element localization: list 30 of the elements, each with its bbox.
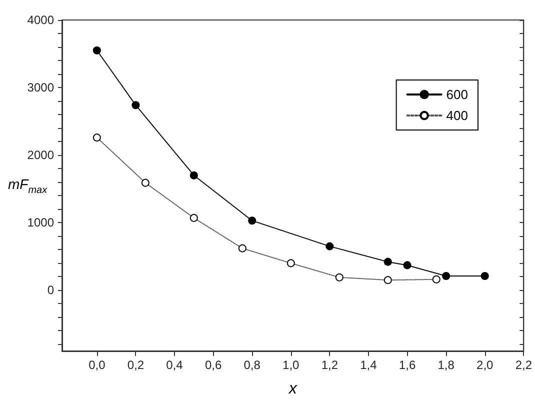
y-axis-title: mF$_{max}$ <box>8 176 48 196</box>
point <box>326 242 334 250</box>
point <box>480 272 489 280</box>
point <box>132 101 140 110</box>
point <box>403 261 412 270</box>
x-tick-label: 2,0 <box>476 358 494 372</box>
x-tick-label: 0,0 <box>88 358 106 372</box>
point <box>248 216 256 225</box>
y-tick-label: 3000 <box>27 80 54 95</box>
x-tick-label: 1,0 <box>282 358 300 372</box>
x-tick-label: 0,6 <box>204 358 222 372</box>
point <box>190 171 198 180</box>
x-tick-label: 1,4 <box>360 358 378 372</box>
point <box>442 272 450 280</box>
x-tick-label: 2,2 <box>515 358 532 372</box>
y-tick-label: 1000 <box>27 216 54 230</box>
point <box>92 46 101 54</box>
point <box>384 258 392 266</box>
x-tick-label: 1,8 <box>438 358 455 372</box>
y-tick-label: 2000 <box>27 148 54 162</box>
x-tick-label: 0,8 <box>244 358 261 372</box>
legend-label: 600 <box>446 87 468 102</box>
x-tick-label: 0,4 <box>166 358 184 372</box>
x-axis-title: x <box>288 380 298 398</box>
x-tick-label: 1,6 <box>398 358 416 372</box>
y-tick-label: 4000 <box>27 13 54 27</box>
legend-label: 400 <box>446 108 468 123</box>
x-tick-label: 0,2 <box>127 358 144 372</box>
y-tick-label: 0 <box>47 283 54 298</box>
x-tick-label: 1,2 <box>321 358 338 372</box>
